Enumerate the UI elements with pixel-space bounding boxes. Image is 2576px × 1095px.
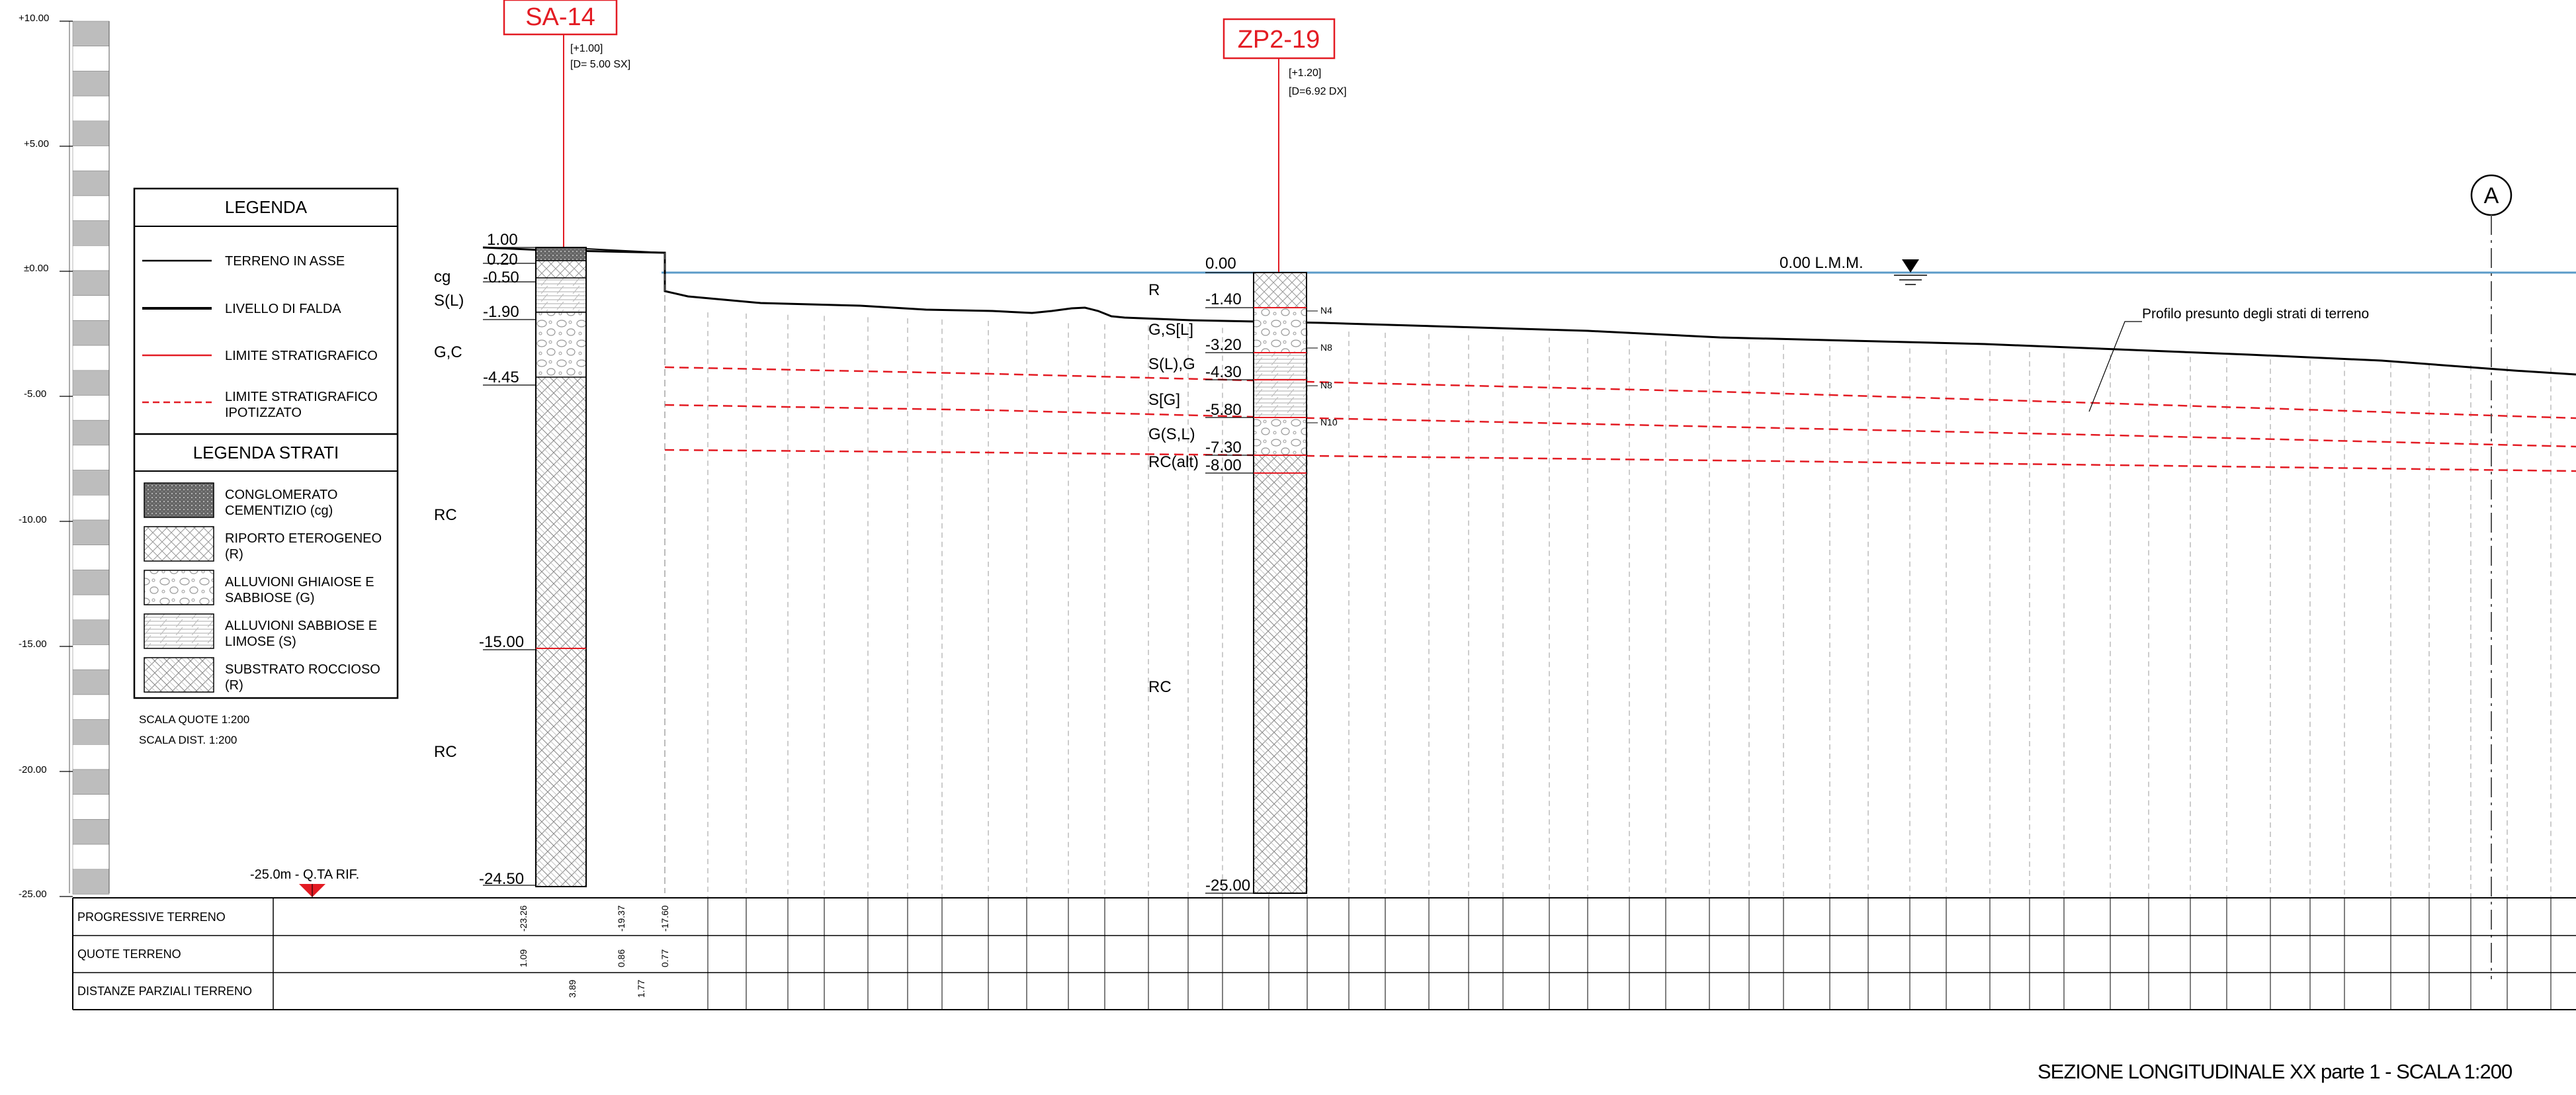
depth-label: -25.00: [1205, 877, 1250, 895]
strata-label: RIPORTO ETEROGENEO: [225, 531, 382, 546]
table-cell: -23.26: [518, 905, 529, 932]
stratum-label: cg: [434, 268, 451, 286]
depth-label: -15.00: [479, 633, 524, 651]
legend-item-label: IPOTIZZATO: [225, 406, 302, 420]
stratum-label: S(L): [434, 292, 464, 310]
drawing-title: SEZIONE LONGITUDINALE XX parte 1 - SCALA…: [2038, 1060, 2512, 1083]
legend: LEGENDA TERRENO IN ASSE LIVELLO DI FALDA…: [133, 187, 399, 699]
stratum-label: RC(alt): [1148, 453, 1199, 471]
svg-text:A: A: [2484, 183, 2499, 208]
scale-label: -5.00: [24, 388, 46, 400]
water-level-label: 0.00 L.M.M.: [1780, 254, 1864, 272]
depth-label: 0.00: [1205, 255, 1236, 273]
depth-label: -8.00: [1205, 457, 1242, 474]
station-lines: [707, 312, 2552, 898]
vertical-scale-note: SCALA QUOTE 1:200: [139, 713, 249, 726]
table-row-header: DISTANZE PARZIALI TERRENO: [77, 985, 252, 998]
scale-label: +5.00: [24, 138, 49, 150]
depth-label: 0.20: [487, 251, 518, 269]
horizontal-scale-note: SCALA DIST. 1:200: [139, 734, 237, 746]
scale-label: ±0.00: [24, 263, 48, 274]
legend-item-label: LIVELLO DI FALDA: [225, 302, 341, 316]
water-table-symbol: [1894, 259, 1927, 285]
table-cell: 0.77: [660, 949, 670, 967]
strata-label: (R): [225, 547, 243, 562]
borehole-name: SA-14: [525, 3, 595, 31]
borehole-name: ZP2-19: [1238, 26, 1320, 54]
strata-label: (R): [225, 678, 243, 693]
table-cell: 3.89: [567, 980, 578, 998]
legend-item-label: LIMITE STRATIGRAFICO: [225, 349, 378, 363]
scale-label: -20.00: [19, 764, 47, 775]
legend-title: LEGENDA: [225, 197, 308, 217]
strata-label: CONGLOMERATO: [225, 488, 337, 502]
ground-profile-line: [482, 246, 2576, 376]
depth-label: -7.30: [1205, 439, 1242, 457]
table-cell: 0.86: [616, 949, 626, 967]
profile-data-table: PROGRESSIVE TERRENO QUOTE TERRENO DISTAN…: [72, 897, 2576, 1010]
table-row-header: PROGRESSIVE TERRENO: [77, 910, 226, 924]
assumed-strata-boundaries: [664, 366, 2576, 472]
depth-label: 1.00: [487, 231, 518, 249]
stratum-label: G,S[L]: [1148, 321, 1193, 339]
profile-note-leader: [2088, 321, 2142, 412]
spt-value: N8: [1320, 342, 1332, 353]
section-marker: A: [2470, 174, 2512, 979]
stratum-label: RC: [1148, 678, 1172, 696]
stratum-label: G,C: [434, 343, 462, 361]
strata-label: LIMOSE (S): [225, 635, 296, 649]
spt-value: N8: [1320, 380, 1332, 390]
depth-label: -1.40: [1205, 290, 1242, 308]
depth-label: -1.90: [483, 303, 519, 321]
depth-label: -24.50: [479, 870, 524, 888]
strata-label: SUBSTRATO ROCCIOSO: [225, 662, 380, 677]
depth-label: -4.30: [1205, 363, 1242, 381]
borehole-note: [D=6.92 DX]: [1289, 86, 1347, 97]
depth-label: -5.80: [1205, 401, 1242, 419]
table-cell: -19.37: [616, 905, 626, 932]
spt-value: N4: [1320, 305, 1332, 316]
stratum-label: S(L),G: [1148, 355, 1195, 373]
depth-label: -0.50: [483, 269, 519, 286]
reference-level-label: -25.0m - Q.TA RIF.: [250, 867, 359, 882]
scale-label: -25.00: [19, 889, 47, 900]
borehole-note: [+1.20]: [1289, 67, 1321, 79]
stratum-label: RC: [434, 743, 457, 761]
scale-label: -10.00: [19, 514, 47, 525]
spt-value: N10: [1320, 417, 1338, 427]
legend-item-label: LIMITE STRATIGRAFICO: [225, 390, 378, 404]
borehole-note: [+1.00]: [570, 43, 603, 54]
borehole-note: [D= 5.00 SX]: [570, 59, 630, 70]
table-cell: -17.60: [660, 905, 670, 932]
depth-label: -3.20: [1205, 336, 1242, 354]
elevation-scale: +10.00 +5.00 ±0.00 -5.00 -10.00 -15.00 -…: [19, 13, 110, 900]
borehole-zp2-19: ZP2-19 [+1.20] [D=6.92 DX] 0.00 -1.40 -3…: [1148, 18, 1347, 895]
depth-label: -4.45: [483, 369, 519, 386]
stratum-label: G(S,L): [1148, 425, 1195, 443]
stratum-label: S[G]: [1148, 391, 1180, 409]
scale-label: +10.00: [19, 13, 49, 24]
borehole-sa14: SA-14 [+1.00] [D= 5.00 SX] 1.00 0.20 -0.…: [434, 0, 630, 888]
legend-item-label: TERRENO IN ASSE: [225, 254, 345, 269]
profile-note: Profilo presunto degli strati di terreno: [2142, 306, 2369, 322]
stratum-label: RC: [434, 506, 457, 524]
strata-label: ALLUVIONI SABBIOSE E: [225, 619, 377, 633]
strata-label: ALLUVIONI GHIAIOSE E: [225, 575, 374, 590]
table-row-header: QUOTE TERRENO: [77, 947, 181, 961]
strata-label: CEMENTIZIO (cg): [225, 504, 333, 518]
reference-marker: [299, 884, 325, 897]
stratum-label: R: [1148, 281, 1160, 299]
strata-label: SABBIOSE (G): [225, 591, 315, 605]
table-cell: 1.77: [636, 980, 646, 998]
scale-label: -15.00: [19, 638, 47, 650]
strata-legend-title: LEGENDA STRATI: [193, 443, 339, 462]
table-cell: 1.09: [518, 949, 529, 967]
